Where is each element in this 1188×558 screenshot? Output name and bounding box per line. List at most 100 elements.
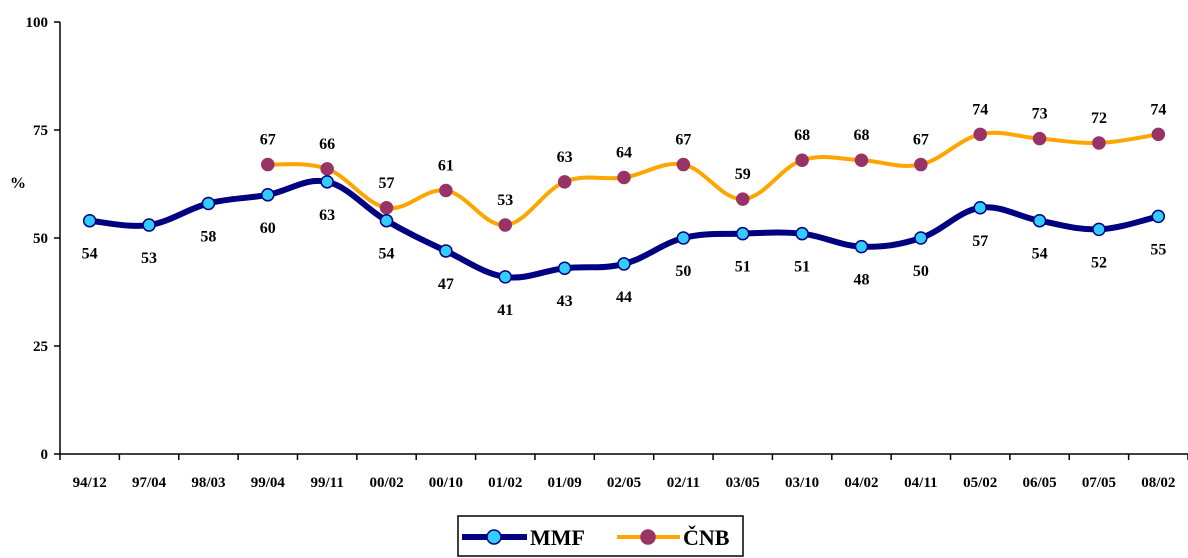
x-tick-label: 08/02	[1141, 475, 1175, 491]
data-label-cnb: 66	[319, 136, 335, 153]
data-point-cnb	[914, 157, 928, 172]
data-label-cnb: 74	[972, 101, 988, 118]
x-tick-label: 04/02	[844, 475, 878, 491]
data-point-mmf	[1151, 209, 1166, 224]
data-point-mmf	[1092, 222, 1106, 237]
data-label-mmf: 52	[1091, 254, 1107, 271]
data-point-mmf	[914, 231, 928, 245]
data-label-mmf: 51	[794, 259, 810, 276]
data-label-mmf: 58	[200, 228, 216, 245]
data-label-cnb: 64	[616, 145, 632, 162]
data-point-cnb	[261, 157, 275, 172]
legend-label-mmf: MMF	[530, 525, 585, 550]
data-label-mmf: 63	[319, 207, 335, 224]
data-label-mmf: 60	[260, 220, 276, 237]
data-point-cnb	[439, 183, 453, 198]
data-point-cnb	[617, 170, 631, 185]
data-point-mmf	[439, 244, 453, 258]
x-tick-label: 05/02	[963, 475, 997, 491]
x-tick-label: 00/02	[369, 475, 403, 491]
data-point-cnb	[795, 153, 809, 167]
data-point-mmf	[557, 261, 572, 275]
data-label-mmf: 47	[438, 276, 454, 293]
data-point-mmf	[854, 239, 869, 254]
data-label-mmf: 54	[82, 246, 98, 263]
x-tick-label: 03/10	[785, 475, 819, 491]
data-label-cnb: 63	[557, 149, 573, 166]
x-tick-label: 07/05	[1082, 475, 1116, 491]
data-point-cnb	[973, 127, 987, 142]
legend-marker-mmf	[486, 529, 502, 545]
x-tick-label: 03/05	[726, 475, 760, 491]
data-label-cnb: 73	[1032, 106, 1048, 123]
x-tick-label: 98/03	[191, 475, 225, 491]
data-point-cnb	[854, 153, 869, 167]
data-labels: 67 66 57 61 53 63 64 67 59 68 68 67 74 73 72 74 54 53 58 60…	[82, 101, 1167, 319]
x-tick-label: 04/11	[904, 475, 937, 491]
data-point-mmf	[498, 270, 513, 284]
data-label-cnb: 61	[438, 157, 454, 174]
data-point-cnb	[1151, 127, 1166, 142]
data-label-mmf: 55	[1150, 241, 1166, 258]
y-tick-label: 25	[33, 339, 48, 355]
data-point-mmf	[261, 188, 275, 202]
x-tick-label: 06/05	[1022, 475, 1056, 491]
data-label-cnb: 68	[794, 127, 810, 144]
data-label-cnb: 67	[675, 132, 691, 149]
data-point-mmf	[142, 218, 156, 232]
x-tick-label: 99/04	[251, 475, 286, 491]
data-point-cnb	[320, 162, 334, 176]
y-tick-label: 75	[33, 123, 48, 139]
x-tick-label: 94/12	[73, 475, 107, 491]
series-line-cnb	[265, 130, 1161, 228]
data-point-mmf	[379, 213, 394, 228]
data-label-cnb: 53	[497, 192, 513, 209]
data-point-cnb	[379, 201, 394, 215]
data-point-mmf	[973, 201, 987, 215]
data-point-mmf	[82, 213, 97, 228]
legend-label-cnb: ČNB	[683, 525, 730, 550]
legend-marker-cnb	[640, 529, 656, 545]
data-point-cnb	[498, 218, 513, 232]
x-tick-label: 02/05	[607, 475, 641, 491]
series-markers	[82, 127, 1166, 284]
data-label-mmf: 43	[557, 293, 573, 310]
data-point-mmf	[676, 231, 691, 245]
data-label-cnb: 72	[1091, 110, 1107, 127]
data-label-cnb: 59	[735, 166, 751, 183]
data-point-mmf	[617, 257, 631, 271]
data-point-cnb	[676, 157, 691, 172]
data-point-mmf	[1032, 213, 1047, 228]
data-point-mmf	[735, 226, 750, 241]
data-label-cnb: 57	[379, 175, 395, 192]
data-label-mmf: 44	[616, 289, 632, 306]
data-label-mmf: 54	[379, 246, 395, 263]
data-label-mmf: 50	[913, 263, 929, 280]
data-label-cnb: 68	[853, 127, 869, 144]
x-tick-label: 00/10	[429, 475, 463, 491]
data-point-cnb	[735, 192, 750, 206]
data-label-mmf: 51	[735, 259, 751, 276]
data-label-mmf: 54	[1032, 246, 1048, 263]
data-label-mmf: 50	[675, 263, 691, 280]
x-tick-label: 97/04	[132, 475, 167, 491]
data-label-cnb: 67	[260, 132, 276, 149]
x-tick-label: 01/09	[548, 475, 582, 491]
data-label-mmf: 57	[972, 233, 988, 250]
x-tick-label: 01/02	[488, 475, 522, 491]
data-point-cnb	[1092, 136, 1106, 150]
data-label-mmf: 41	[497, 302, 513, 319]
data-point-cnb	[1032, 131, 1047, 146]
data-point-cnb	[557, 175, 572, 189]
data-point-mmf	[320, 175, 334, 189]
y-tick-label: 0	[41, 447, 49, 463]
data-label-mmf: 53	[141, 250, 157, 267]
x-tick-label: 99/11	[310, 475, 343, 491]
data-point-mmf	[201, 196, 216, 211]
y-axis-label: %	[10, 175, 26, 192]
legend: MMF ČNB	[457, 515, 744, 557]
y-tick-label: 100	[26, 15, 49, 31]
axes: 0 25 50 75 100 94/12 97/04 98/03 99/04 99/11 00/02…	[26, 15, 1188, 491]
data-label-cnb: 67	[913, 132, 929, 149]
